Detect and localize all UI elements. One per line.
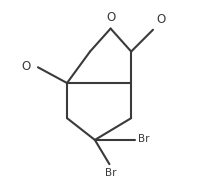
Text: O: O [106,11,115,24]
Text: O: O [21,60,31,73]
Text: Br: Br [105,168,116,178]
Text: O: O [157,13,166,26]
Text: Br: Br [138,134,150,144]
